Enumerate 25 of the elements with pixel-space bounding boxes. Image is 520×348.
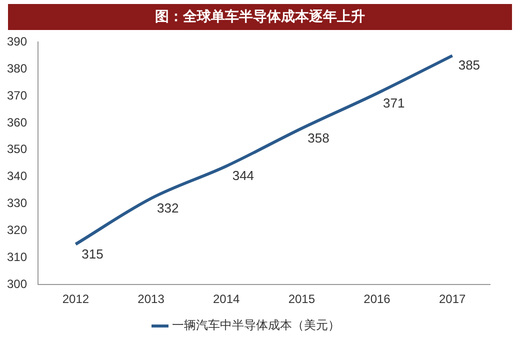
data-label: 344 [232,168,254,184]
x-tick-label: 2015 [288,292,316,306]
data-label: 358 [308,130,330,146]
y-tick-label: 300 [6,276,28,291]
y-tick-label: 380 [6,61,28,76]
chart-title: 图：全球单车半导体成本逐年上升 [8,4,512,30]
data-label: 315 [82,246,104,262]
legend-label: 一辆汽车中半导体成本（美元） [172,318,340,332]
data-label: 385 [458,58,480,73]
x-tick-label: 2014 [212,292,240,306]
y-tick-label: 350 [6,142,28,156]
x-tick-label: 2017 [438,292,466,306]
data-label: 371 [383,95,405,110]
x-tick-label: 2012 [62,292,90,306]
y-tick-label: 320 [6,223,28,238]
y-tick-label: 330 [6,196,28,210]
y-tick-label: 370 [6,88,28,102]
y-tick-label: 390 [6,34,28,49]
x-tick-label: 2013 [138,292,165,306]
y-tick-label: 340 [6,169,28,184]
x-tick-label: 2016 [364,292,391,306]
y-tick-label: 360 [6,115,28,130]
data-label: 332 [157,200,179,216]
y-tick-label: 310 [6,250,28,264]
line-series [74,54,454,246]
